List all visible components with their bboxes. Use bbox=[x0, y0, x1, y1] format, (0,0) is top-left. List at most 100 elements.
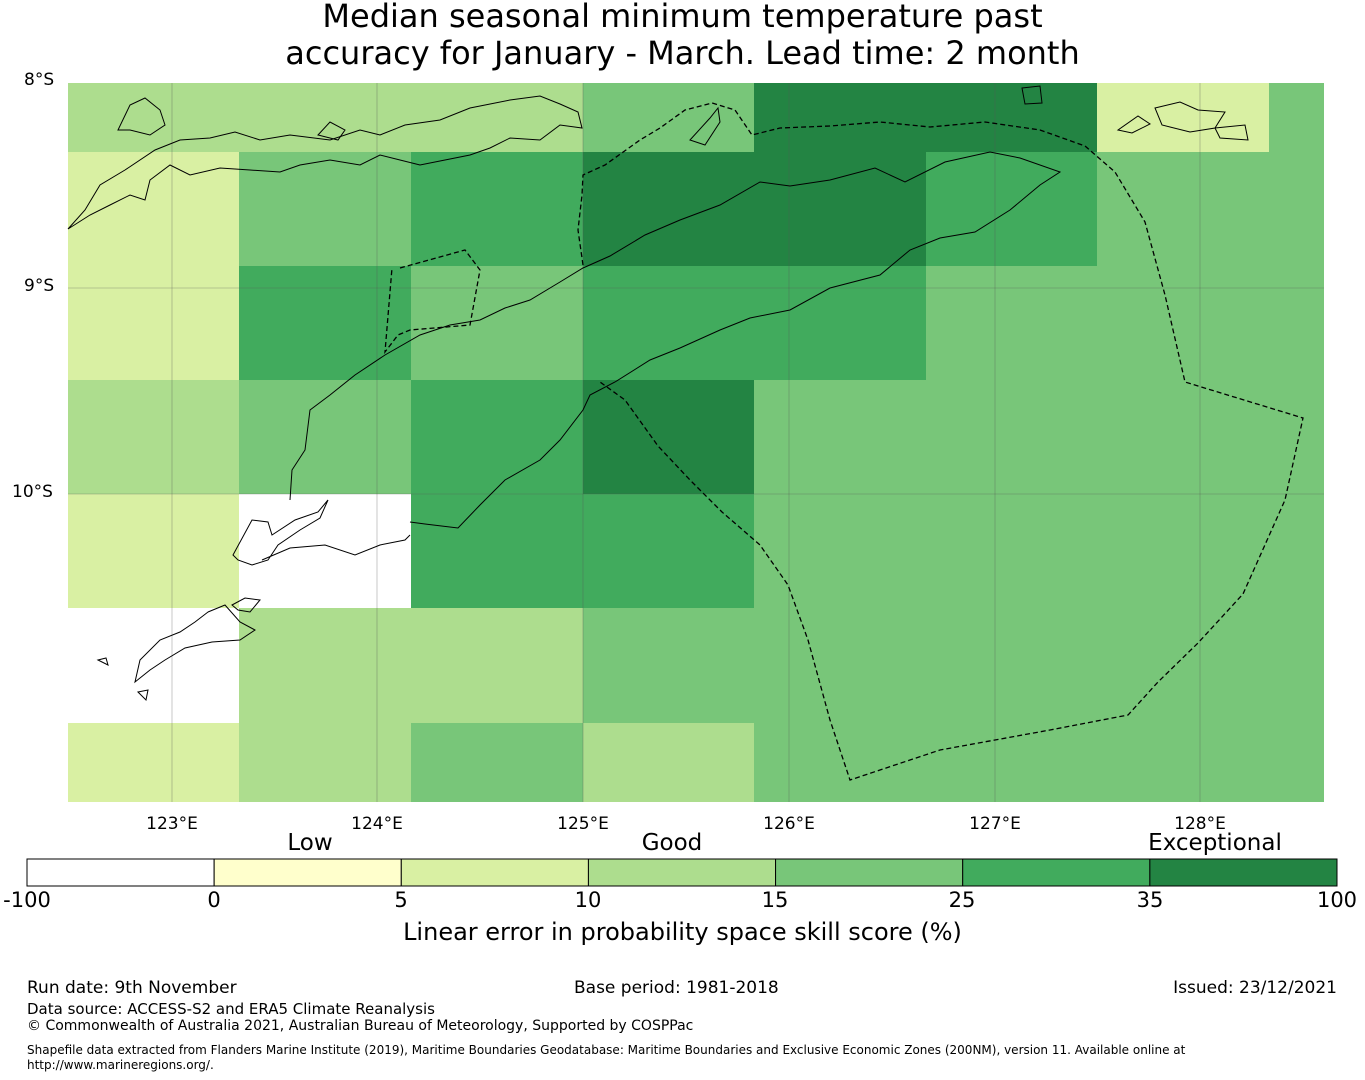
skill-grid-cell bbox=[926, 266, 1097, 380]
skill-grid-cell bbox=[1097, 723, 1269, 802]
colorbar-tick: 35 bbox=[1136, 888, 1164, 912]
skill-grid-cell bbox=[1269, 608, 1324, 723]
skill-grid-cell bbox=[926, 608, 1097, 723]
lon-label-125e: 125°E bbox=[557, 814, 609, 834]
skill-grid-cell bbox=[411, 83, 583, 152]
coastline-rote bbox=[232, 499, 411, 566]
skill-grid-cell bbox=[411, 380, 583, 494]
lat-label-10s: 10°S bbox=[12, 482, 53, 502]
data-source: Data source: ACCESS-S2 and ERA5 Climate … bbox=[27, 1000, 435, 1018]
colorbar-tick: 0 bbox=[207, 888, 221, 912]
colorbar-tick: 5 bbox=[394, 888, 408, 912]
skill-grid-cell bbox=[754, 608, 926, 723]
skill-grid-cell bbox=[754, 723, 926, 802]
skill-grid-cell bbox=[583, 380, 754, 494]
colorbar-tick: 100 bbox=[1316, 888, 1358, 912]
colorbar-category-low: Low bbox=[287, 830, 333, 856]
colorbar-segment bbox=[775, 858, 964, 887]
coastlines bbox=[67, 85, 1249, 702]
colorbar-category-good: Good bbox=[641, 830, 703, 856]
lon-label-126e: 126°E bbox=[763, 814, 815, 834]
coastline-sawu bbox=[96, 597, 261, 702]
eez-boundaries bbox=[384, 102, 1304, 781]
skill-grid-cell bbox=[1269, 152, 1324, 266]
chart-title-line1: Median seasonal minimum temperature past bbox=[322, 0, 1043, 35]
run-date: Run date: 9th November bbox=[27, 978, 237, 998]
eez-boundary-east-timor bbox=[384, 102, 1304, 781]
coastline-timor bbox=[289, 151, 1062, 529]
skill-grid-cell bbox=[583, 152, 754, 266]
colorbar-segment bbox=[26, 858, 215, 887]
lat-label-9s: 9°S bbox=[24, 276, 55, 296]
lon-label-123e: 123°E bbox=[146, 814, 198, 834]
skill-grid-cell bbox=[68, 494, 239, 608]
skill-grid-cell bbox=[1097, 608, 1269, 723]
skill-grid-cell bbox=[1269, 380, 1324, 494]
skill-grid-cell bbox=[68, 723, 239, 802]
skill-grid-cell bbox=[754, 494, 926, 608]
skill-grid-cell bbox=[583, 83, 754, 152]
colorbar-tick: 15 bbox=[761, 888, 789, 912]
colorbar-segment bbox=[587, 858, 777, 887]
latitude-ticks bbox=[58, 83, 66, 494]
skill-grid-cell bbox=[68, 266, 239, 380]
skill-grid-cell bbox=[1097, 380, 1269, 494]
base-period: Base period: 1981-2018 bbox=[574, 978, 779, 998]
skill-grid-cell bbox=[411, 723, 583, 802]
skill-grid-cell bbox=[411, 152, 583, 266]
graticule bbox=[68, 83, 1324, 802]
skill-grid-cell bbox=[754, 83, 926, 152]
colorbar-category-exceptional: Exceptional bbox=[1148, 830, 1282, 856]
copyright: © Commonwealth of Australia 2021, Austra… bbox=[27, 1018, 694, 1034]
lon-label-128e: 128°E bbox=[1174, 814, 1226, 834]
skill-grid-cell bbox=[1269, 266, 1324, 380]
skill-grid-cell bbox=[1269, 83, 1324, 152]
skill-grid-cell bbox=[68, 608, 239, 723]
skill-grid-cell bbox=[411, 608, 583, 723]
skill-grid-cell bbox=[583, 608, 754, 723]
skill-grid-cell bbox=[411, 494, 583, 608]
skill-grid-cell bbox=[1269, 723, 1324, 802]
lat-label-8s: 8°S bbox=[24, 70, 55, 90]
skill-grid-cell bbox=[754, 266, 926, 380]
colorbar-tick: 10 bbox=[574, 888, 602, 912]
skill-grid-cell bbox=[926, 83, 1097, 152]
skill-grid-cell bbox=[239, 152, 411, 266]
skill-grid-cell bbox=[583, 723, 754, 802]
skill-grid-cell bbox=[68, 380, 239, 494]
colorbar-tick: 25 bbox=[948, 888, 976, 912]
colorbar bbox=[26, 858, 1338, 887]
skill-grid-cell bbox=[239, 83, 411, 152]
skill-grid-cell bbox=[1097, 152, 1269, 266]
colorbar-segment bbox=[213, 858, 402, 887]
skill-grid-cell bbox=[1097, 494, 1269, 608]
colorbar-segment bbox=[962, 858, 1151, 887]
shapefile-credit: Shapefile data extracted from Flanders M… bbox=[27, 1043, 1186, 1057]
skill-grid-cell bbox=[68, 152, 239, 266]
chart-title-line2: accuracy for January - March. Lead time:… bbox=[285, 34, 1080, 72]
skill-grid-cell bbox=[1097, 266, 1269, 380]
skill-grid-cell bbox=[239, 494, 411, 608]
skill-grid-cell bbox=[68, 83, 239, 152]
issued-date: Issued: 23/12/2021 bbox=[1173, 978, 1337, 998]
skill-grid-cell bbox=[239, 608, 411, 723]
lon-label-127e: 127°E bbox=[969, 814, 1021, 834]
skill-grid-cell bbox=[583, 266, 754, 380]
skill-grid-cell bbox=[754, 152, 926, 266]
coastline-flores bbox=[67, 95, 583, 230]
skill-grid-cell bbox=[1269, 494, 1324, 608]
skill-grid-cell bbox=[926, 380, 1097, 494]
skill-grid-cell bbox=[754, 380, 926, 494]
skill-grid-cell bbox=[926, 494, 1097, 608]
skill-grid-cell bbox=[239, 266, 411, 380]
lon-label-124e: 124°E bbox=[351, 814, 403, 834]
skill-grid-cell bbox=[926, 723, 1097, 802]
colorbar-label: Linear error in probability space skill … bbox=[403, 918, 962, 946]
skill-grid-cell bbox=[239, 380, 411, 494]
skill-grid-cell bbox=[239, 723, 411, 802]
skill-grid bbox=[68, 83, 1324, 802]
colorbar-segment bbox=[400, 858, 589, 887]
skill-grid-cell bbox=[583, 494, 754, 608]
colorbar-tick: -100 bbox=[3, 888, 51, 912]
